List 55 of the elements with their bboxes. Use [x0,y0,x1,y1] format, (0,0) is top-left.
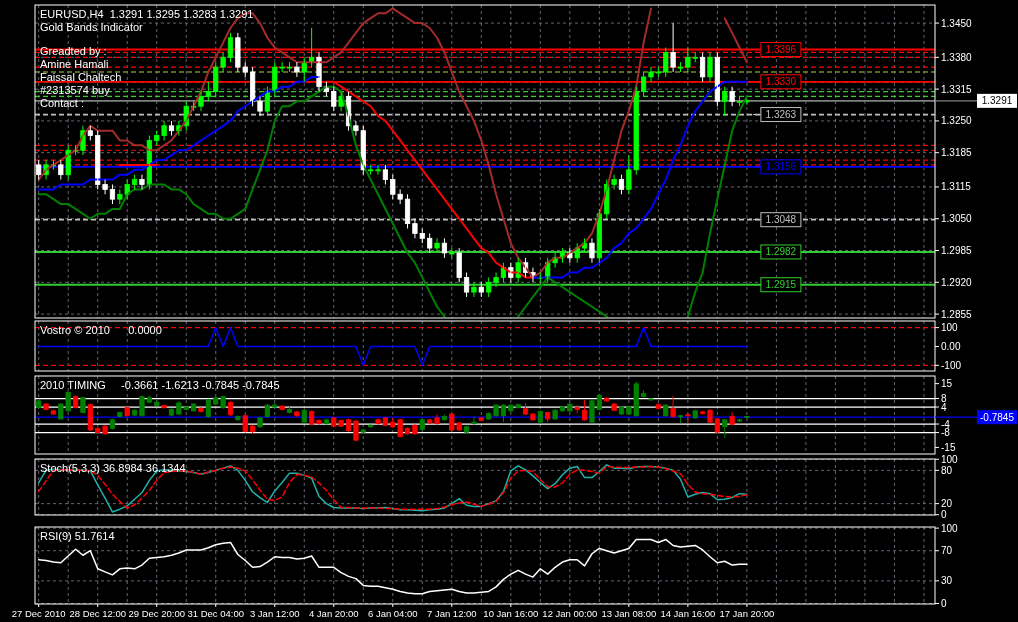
chart-title: RSI(9) 51.7614 [40,530,115,542]
y-tick-label: 1.3380 [941,51,973,63]
x-tick-label: 27 Dec 2010 [11,608,66,619]
y-tick-label: 1.2920 [941,276,973,288]
y-tick-label: 100 [941,522,959,534]
y-tick-label: 1.3450 [941,17,973,29]
x-tick-label: 14 Jan 16:00 [660,608,716,619]
x-tick-label: 17 Jan 20:00 [719,608,775,619]
y-tick-label: 1.3250 [941,115,973,127]
y-tick-label: -8 [941,427,951,439]
x-tick-label: 31 Dec 04:00 [187,608,244,619]
ref-line-label: 1.3330 [765,76,797,88]
annotation: Contact : [40,97,85,109]
y-tick-label: 70 [941,545,953,557]
annotation: Greadted by : [40,45,107,57]
x-tick-label: 3 Jan 12:00 [249,608,300,619]
text: Gold Bands Indicator [40,21,144,33]
ref-line-label: 1.3263 [765,109,797,121]
x-tick-label: 10 Jan 16:00 [483,608,539,619]
ref-line-label: -0.7845 [980,411,1015,423]
ref-line-label: 1.3291 [981,95,1013,107]
ref-line-label: 1.2982 [765,246,797,258]
ref-line-label: 1.2915 [765,279,797,291]
chart-title: 2010 TIMING -0.3661 -1.6213 -0.7845 -0.7845 [40,379,280,391]
y-tick-label: 0 [941,597,947,609]
ref-line-label: 1.3396 [765,44,797,55]
y-tick-label: 80 [941,464,953,476]
y-tick-label: 20 [941,498,953,510]
x-tick-label: 29 Dec 20:00 [128,608,185,619]
y-tick-label: 100 [941,322,959,334]
ref-line-label: 1.3048 [765,214,797,226]
y-tick-label: -15 [941,441,956,453]
y-tick-label: 0.00 [941,340,961,352]
x-tick-label: 28 Dec 12:00 [69,608,126,619]
ref-line-label: 1.3156 [765,161,797,173]
y-tick-label: 100 [941,453,959,465]
chart-title: EURUSD,H4 1.3291 1.3295 1.3283 1.3291 [40,8,254,20]
y-tick-label: 15 [941,378,953,390]
y-tick-label: 1.2985 [941,245,973,257]
y-tick-label: 1.3315 [941,83,973,95]
y-tick-label: 1.3185 [941,147,973,159]
y-tick-label: 30 [941,575,953,587]
y-tick-label: -100 [941,359,962,371]
x-tick-label: 6 Jan 04:00 [367,608,418,619]
x-tick-label: 4 Jan 20:00 [308,608,359,619]
x-tick-label: 7 Jan 12:00 [426,608,477,619]
y-tick-label: 1.3115 [941,181,972,193]
y-tick-label: 1.2855 [941,308,973,320]
x-tick-label: 12 Jan 00:00 [542,608,598,619]
annotation: Faissal Chaltech [40,71,122,83]
y-tick-label: 0 [941,509,947,521]
x-tick-label: 13 Jan 08:00 [601,608,657,619]
annotation: Amine Hamali [40,58,109,70]
y-tick-label: 1.3050 [941,213,973,225]
y-tick-label: -4 [941,418,951,430]
